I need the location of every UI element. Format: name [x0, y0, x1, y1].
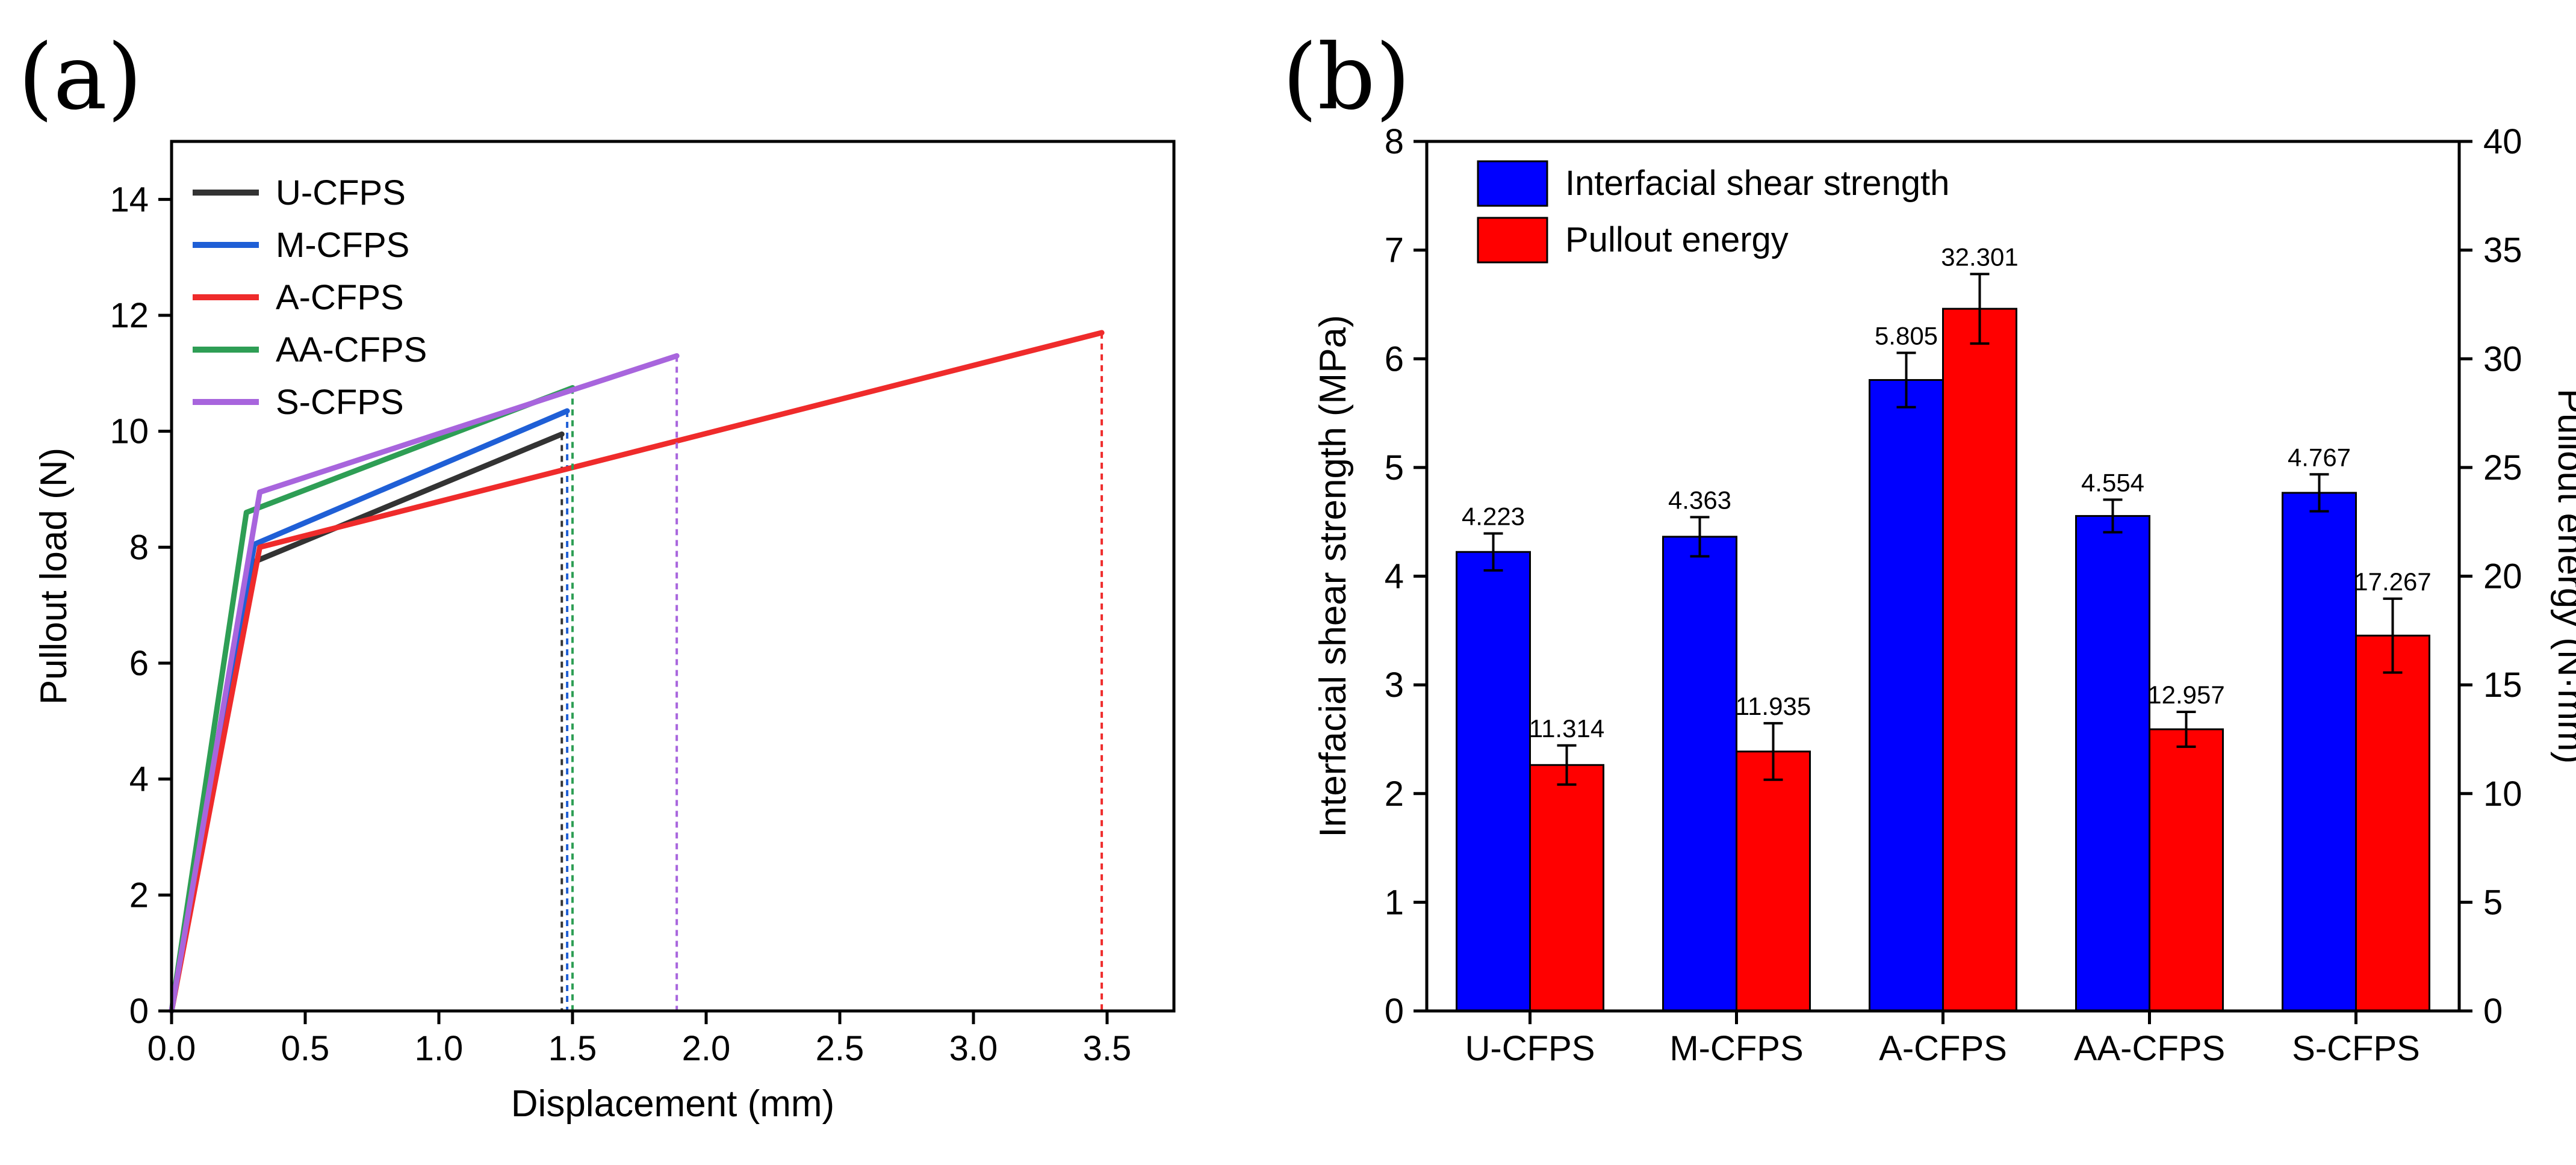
panel-b-x-tick-label: A-CFPS — [1879, 1029, 2007, 1068]
panel-a-line-chart: (a) 0.0 0.5 1.0 1.5 2.0 2.5 3.0 3.502468101214 … — [18, 25, 1176, 1125]
panel-a-line-s-cfps — [169, 353, 680, 1014]
panel-b-legend-swatch — [1477, 160, 1548, 207]
panel-a-legend-label: S-CFPS — [276, 383, 404, 422]
panel-a-y-tick-label: 2 — [129, 876, 149, 915]
panel-b-right-y-axis-title: Pullout energy (N·mm) — [2550, 389, 2576, 764]
panel-b-right-y-tick-label: 0 — [2483, 992, 2503, 1031]
panel-a-label: (a) — [18, 25, 142, 130]
panel-b-x-tick-label: M-CFPS — [1669, 1029, 1803, 1068]
panel-a-legend-label: AA-CFPS — [276, 330, 427, 369]
panel-b-x-tick-label: S-CFPS — [2292, 1029, 2420, 1068]
panel-b-bar-shear-strength — [2282, 492, 2357, 1012]
panel-b-data-label-pullout-energy: 32.301 — [1941, 243, 2018, 271]
panel-a-x-tick-label: 0.5 — [281, 1029, 330, 1068]
panel-b-bar-shear-strength — [1869, 379, 1944, 1012]
panel-a-legend-label: A-CFPS — [276, 278, 404, 317]
panel-b-legend-swatch — [1477, 217, 1548, 264]
panel-a-legend-label: M-CFPS — [276, 226, 409, 265]
panel-b-bar-shear-strength — [2075, 515, 2150, 1012]
panel-b-right-y-tick-label: 30 — [2483, 339, 2522, 379]
panel-a-y-tick-label: 0 — [129, 992, 149, 1031]
panel-a-x-axis-title: Displacement (mm) — [511, 1083, 834, 1125]
panel-a-y-tick-label: 4 — [129, 760, 149, 799]
panel-b-bar-pullout-energy — [1942, 307, 2017, 1012]
panel-b-data-label-pullout-energy: 11.314 — [1529, 714, 1604, 743]
panel-b-data-label-pullout-energy: 12.957 — [2147, 681, 2224, 709]
panel-b-x-tick-label: AA-CFPS — [2074, 1029, 2225, 1068]
panel-b-data-label-shear-strength: 4.363 — [1668, 486, 1731, 514]
panel-a-legend-label: U-CFPS — [276, 173, 406, 212]
panel-b-left-y-tick-label: 4 — [1385, 557, 1404, 596]
panel-b-right-y-tick-label: 25 — [2483, 448, 2522, 487]
panel-b-data-label-pullout-energy: 11.935 — [1736, 692, 1811, 720]
panel-b-left-y-tick-label: 0 — [1385, 992, 1404, 1031]
panel-a-x-tick-label: 1.0 — [415, 1029, 464, 1068]
panel-a-y-tick-label: 12 — [110, 296, 149, 335]
panel-b-left-y-tick-label: 8 — [1385, 122, 1404, 161]
panel-b-left-y-tick-label: 5 — [1385, 448, 1404, 487]
panel-b-right-y-tick-label: 20 — [2483, 557, 2522, 596]
panel-b-left-y-tick-label: 7 — [1385, 231, 1404, 270]
panel-a-y-tick-label: 14 — [110, 180, 149, 219]
panel-b-data-label-pullout-energy: 17.267 — [2354, 567, 2431, 596]
panel-b-legend-label: Interfacial shear strength — [1565, 164, 1949, 203]
panel-b-right-y-tick-label: 5 — [2483, 883, 2503, 922]
panel-b-bar-shear-strength — [1456, 551, 1531, 1012]
panel-a-x-tick-label: 3.5 — [1083, 1029, 1132, 1068]
panel-a-x-tick-label: 2.0 — [682, 1029, 731, 1068]
panel-a-y-tick-label: 6 — [129, 644, 149, 683]
panel-b-left-y-tick-label: 2 — [1385, 774, 1404, 814]
panel-b-right-y-tick-label: 15 — [2483, 666, 2522, 705]
panel-a-y-axis-title: Pullout load (N) — [33, 448, 75, 705]
panel-a-x-tick-label: 1.5 — [548, 1029, 597, 1068]
panel-b-left-y-tick-label: 6 — [1385, 339, 1404, 379]
panel-a-x-tick-label: 0.0 — [147, 1029, 196, 1068]
panel-a-line-a-cfps — [169, 330, 1105, 1014]
panel-b-data-label-shear-strength: 4.554 — [2081, 468, 2144, 496]
panel-b-left-y-axis-title: Interfacial shear strength (MPa) — [1312, 315, 1354, 837]
panel-b-bar-pullout-energy — [1736, 750, 1811, 1012]
panel-b-right-y-tick-label: 40 — [2483, 122, 2522, 161]
panel-a-line-aa-cfps — [169, 385, 576, 1014]
panel-b-x-tick-label: U-CFPS — [1465, 1029, 1595, 1068]
panel-a-x-tick-label: 2.5 — [816, 1029, 864, 1068]
panel-b-data-label-shear-strength: 4.767 — [2288, 443, 2351, 471]
panel-b-bar-pullout-energy — [2149, 728, 2224, 1012]
panel-b-data-label-shear-strength: 5.805 — [1875, 321, 1938, 350]
panel-b-bar-pullout-energy — [1529, 764, 1604, 1012]
panel-b-left-y-tick-label: 3 — [1385, 666, 1404, 705]
panel-b-left-y-tick-label: 1 — [1385, 883, 1404, 922]
panel-a-y-tick-label: 8 — [129, 528, 149, 567]
panel-b-right-y-tick-label: 10 — [2483, 774, 2522, 814]
panel-b-legend-label: Pullout energy — [1565, 220, 1789, 259]
panel-b-right-y-tick-label: 35 — [2483, 231, 2522, 270]
panel-a-x-tick-label: 3.0 — [949, 1029, 998, 1068]
panel-b-bar-shear-strength — [1662, 536, 1737, 1012]
panel-b-data-label-shear-strength: 4.223 — [1462, 502, 1525, 531]
panel-a-plot-frame — [170, 140, 1176, 1013]
panel-a-y-tick-label: 10 — [110, 412, 149, 451]
panel-b-label: (b) — [1282, 25, 1411, 130]
panel-b-bar-chart: (b) 4.223 11.314 4.363 11.935 5.805 32.301 4.5… — [1282, 25, 2576, 1068]
panel-b-bar-pullout-energy — [2355, 634, 2430, 1012]
